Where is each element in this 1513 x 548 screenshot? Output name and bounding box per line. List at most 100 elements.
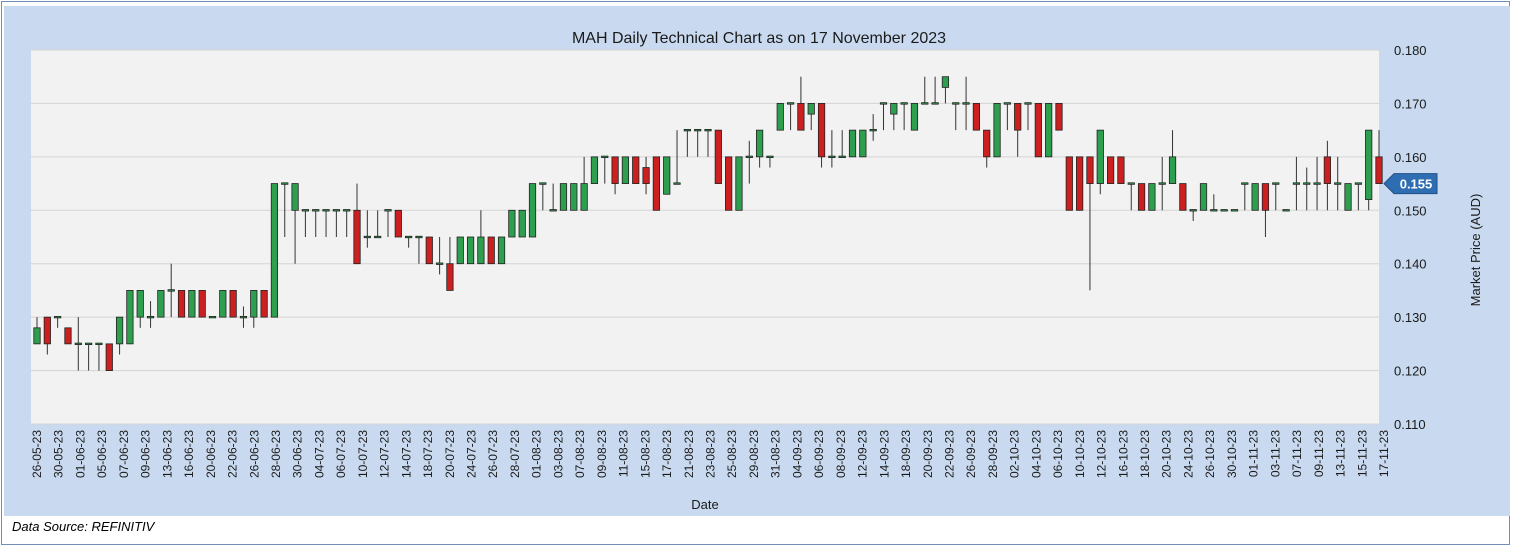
candle-body bbox=[1313, 182, 1321, 185]
candle-body bbox=[663, 156, 671, 195]
x-tick-label: 20-06-23 bbox=[204, 430, 218, 478]
candle-body bbox=[85, 342, 93, 346]
y-tick-label: 0.110 bbox=[1394, 417, 1426, 432]
candle-body bbox=[1045, 103, 1053, 158]
candle-body bbox=[1106, 156, 1115, 184]
x-tick-label: 14-09-23 bbox=[877, 430, 891, 478]
candle-body bbox=[559, 183, 568, 211]
plot-area bbox=[31, 50, 1379, 424]
candle-body bbox=[1065, 156, 1073, 211]
y-tick-label: 0.120 bbox=[1394, 364, 1427, 379]
candle-body bbox=[1168, 156, 1177, 184]
candle-body bbox=[33, 327, 41, 345]
candle-body bbox=[312, 209, 320, 212]
x-tick-label: 10-10-23 bbox=[1073, 430, 1087, 478]
y-axis-label: Market Price (AUD) bbox=[1468, 194, 1483, 307]
x-tick-label: 13-06-23 bbox=[160, 430, 174, 478]
candle-body bbox=[487, 236, 495, 265]
candle-body bbox=[146, 315, 155, 319]
candle-body bbox=[962, 102, 970, 105]
x-tick-label: 01-11-23 bbox=[1247, 430, 1261, 477]
candle-body bbox=[1076, 156, 1084, 211]
x-tick-label: 23-08-23 bbox=[704, 430, 718, 478]
x-tick-label: 26-07-23 bbox=[486, 430, 500, 478]
candle-body bbox=[797, 103, 805, 131]
x-tick-label: 03-08-23 bbox=[551, 430, 565, 478]
candle-body bbox=[126, 290, 134, 345]
x-tick-label: 02-10-23 bbox=[1008, 430, 1022, 478]
candle-body bbox=[446, 263, 454, 291]
candle-body bbox=[208, 315, 217, 319]
last-price-label: 0.155 bbox=[1400, 177, 1433, 192]
candle-body bbox=[1241, 182, 1249, 185]
x-tick-label: 17-08-23 bbox=[660, 430, 674, 478]
x-tick-label: 07-08-23 bbox=[573, 430, 587, 478]
x-tick-label: 05-06-23 bbox=[95, 430, 109, 478]
x-tick-label: 14-07-23 bbox=[399, 430, 413, 478]
candle-body bbox=[1137, 183, 1146, 211]
candle-body bbox=[993, 103, 1001, 158]
candle-body bbox=[652, 156, 660, 211]
candle-body bbox=[580, 183, 588, 211]
x-tick-label: 03-11-23 bbox=[1268, 430, 1282, 477]
candle-body bbox=[890, 103, 898, 115]
candle-body bbox=[528, 183, 537, 238]
x-tick-label: 20-10-23 bbox=[1160, 430, 1174, 478]
candle-body bbox=[786, 102, 795, 105]
candle-body bbox=[1323, 156, 1331, 184]
x-tick-label: 25-08-23 bbox=[725, 430, 739, 478]
candlestick-chart: 26-05-23 30-05-23 01-06-23 05-06-23 07-06-23… bbox=[30, 30, 1483, 512]
candle-body bbox=[1344, 183, 1352, 211]
candle-body bbox=[1117, 156, 1125, 184]
candle-body bbox=[632, 156, 640, 184]
candle-body bbox=[848, 129, 857, 158]
candle-body bbox=[1086, 156, 1094, 184]
candle-body bbox=[219, 290, 227, 318]
candle-body bbox=[1220, 209, 1228, 212]
candle-body bbox=[879, 102, 888, 105]
candle-body bbox=[74, 342, 82, 346]
candle-body bbox=[1251, 183, 1259, 211]
candle-body bbox=[673, 182, 681, 185]
candle-body bbox=[136, 290, 144, 318]
candle-body bbox=[466, 236, 475, 265]
x-tick-label: 09-11-23 bbox=[1312, 430, 1326, 477]
candle-body bbox=[1230, 209, 1239, 212]
x-tick-label: 15-08-23 bbox=[638, 430, 652, 478]
candle-body bbox=[1014, 103, 1022, 131]
candle-body bbox=[456, 236, 464, 265]
candle-body bbox=[105, 343, 113, 371]
candle-body bbox=[549, 209, 557, 212]
candle-body bbox=[518, 209, 526, 238]
candle-body bbox=[931, 102, 939, 105]
candle-body bbox=[1179, 183, 1187, 211]
candle-body bbox=[910, 103, 919, 131]
candle-body bbox=[694, 128, 702, 132]
candle-body bbox=[343, 209, 351, 212]
candle-body bbox=[270, 183, 279, 318]
x-tick-label: 10-07-23 bbox=[356, 430, 370, 478]
candle-body bbox=[353, 209, 361, 265]
x-tick-label: 28-07-23 bbox=[508, 430, 522, 478]
candle-body bbox=[260, 290, 268, 318]
candle-body bbox=[611, 156, 619, 184]
candle-body bbox=[601, 155, 609, 159]
candle-body bbox=[239, 315, 248, 319]
candle-body bbox=[394, 209, 402, 238]
chart-panel: 26-05-23 30-05-23 01-06-23 05-06-23 07-06-23… bbox=[4, 6, 1510, 516]
candle-body bbox=[157, 290, 165, 318]
candle-body bbox=[590, 156, 599, 184]
candle-body bbox=[188, 290, 196, 318]
x-tick-label: 06-10-23 bbox=[1051, 430, 1065, 478]
candle-body bbox=[1210, 209, 1218, 212]
candle-body bbox=[941, 76, 950, 88]
candle-body bbox=[921, 102, 929, 105]
candle-body bbox=[735, 156, 743, 211]
x-tick-label: 28-09-23 bbox=[986, 430, 1000, 478]
x-tick-label: 15-11-23 bbox=[1355, 430, 1369, 477]
candle-body bbox=[281, 182, 289, 185]
x-tick-label: 12-09-23 bbox=[856, 430, 870, 478]
x-tick-label: 24-10-23 bbox=[1181, 430, 1195, 478]
candle-body bbox=[405, 235, 413, 239]
candle-body bbox=[539, 182, 547, 185]
